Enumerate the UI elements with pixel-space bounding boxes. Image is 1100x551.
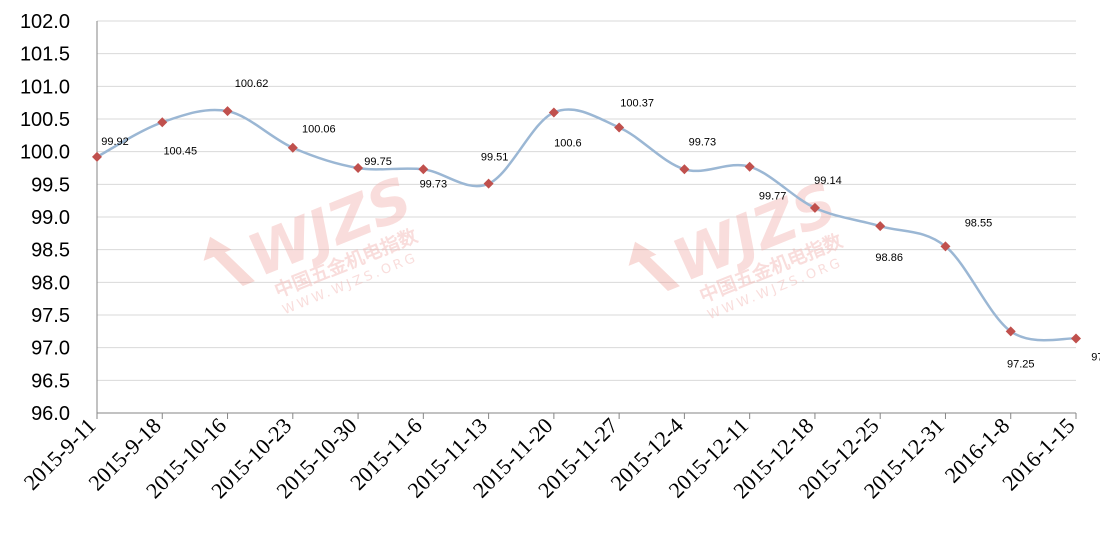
- data-label: 99.73: [689, 136, 717, 148]
- data-markers: [92, 106, 1081, 344]
- data-point-marker: [287, 142, 298, 153]
- y-tick-label: 96.0: [31, 403, 70, 425]
- data-point-marker: [483, 178, 494, 189]
- y-tick-label: 98.5: [31, 240, 70, 262]
- data-label: 97.25: [1007, 358, 1035, 370]
- data-label: 99.51: [481, 152, 509, 164]
- data-point-marker: [157, 117, 168, 128]
- data-point-marker: [353, 163, 364, 173]
- gridlines: [97, 20, 1076, 381]
- data-point-marker: [92, 151, 102, 162]
- y-tick-label: 96.5: [31, 370, 70, 392]
- data-point-marker: [875, 221, 886, 232]
- y-tick-label: 99.0: [31, 207, 70, 229]
- data-label: 99.75: [364, 156, 392, 168]
- y-tick-label: 99.5: [31, 174, 70, 196]
- data-label: 100.37: [620, 97, 654, 109]
- data-point-marker: [679, 164, 690, 175]
- data-label: 100.06: [302, 124, 336, 136]
- data-point-marker: [548, 107, 559, 118]
- y-tick-label: 97.5: [31, 305, 70, 327]
- data-label: 100.45: [163, 145, 197, 157]
- watermark-arrow-icon: [203, 236, 255, 286]
- data-label: 99.92: [101, 136, 129, 148]
- y-tick-label: 100.0: [20, 142, 70, 164]
- y-axis-tick-labels: 96.0 96.5 97.0 97.5 98.0 98.5 99.0 99.5 100.0 100…: [20, 11, 70, 425]
- watermark-arrow-icon: [628, 241, 680, 291]
- x-axis-tick-labels: 2015-9-112015-9-182015-10-162015-10-2320…: [19, 413, 1080, 503]
- x-tick-label: 2016-1-15: [997, 413, 1079, 495]
- data-label: 99.77: [759, 191, 787, 203]
- data-point-marker: [614, 122, 625, 133]
- data-label: 99.14: [814, 175, 842, 187]
- axes: [96, 21, 1077, 419]
- data-point-marker: [744, 161, 755, 172]
- data-label: 98.86: [875, 252, 903, 264]
- y-tick-label: 97.0: [31, 338, 70, 360]
- data-label: 98.55: [965, 217, 993, 229]
- data-point-marker: [418, 164, 429, 175]
- data-label: 100.62: [235, 78, 269, 90]
- y-tick-label: 101.5: [20, 44, 70, 66]
- data-point-marker: [222, 106, 233, 117]
- series-line-group: [96, 108, 1077, 342]
- data-label: 97.14: [1091, 352, 1100, 364]
- data-point-marker: [809, 202, 820, 213]
- y-tick-label: 101.0: [20, 76, 70, 98]
- data-point-marker: [1071, 333, 1081, 344]
- data-label: 100.6: [554, 137, 582, 149]
- data-labels: 99.92 100.45 100.62 100.06 99.75 99.73 99.51 10…: [101, 78, 1100, 370]
- data-point-marker: [940, 241, 951, 252]
- data-label: 99.73: [420, 178, 448, 190]
- y-tick-label: 102.0: [20, 11, 70, 33]
- y-tick-label: 98.0: [31, 272, 70, 294]
- series-line: [96, 108, 1077, 342]
- y-tick-label: 100.5: [20, 109, 70, 131]
- data-point-marker: [1005, 326, 1016, 337]
